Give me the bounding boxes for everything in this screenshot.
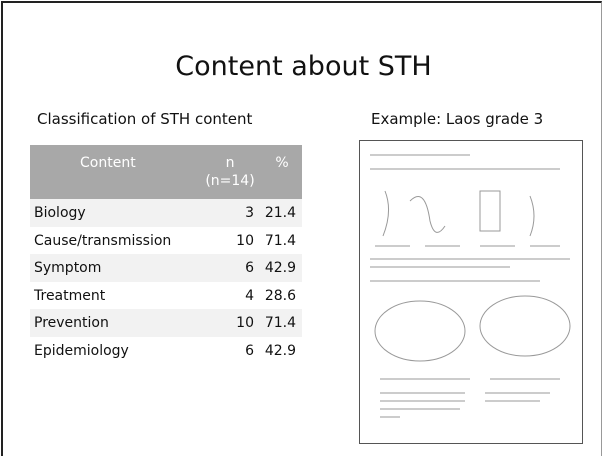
table-cell: 6 <box>245 260 254 276</box>
table-row: Prevention 10 71.4 <box>30 309 302 337</box>
table-cell: 42.9 <box>264 342 296 359</box>
header-cell: n <box>225 155 235 171</box>
table-row: Cause/transmission 10 71.4 <box>30 227 302 255</box>
table-row: Biology 3 21.4 <box>30 199 302 227</box>
table-cell: 3 <box>245 205 254 221</box>
slide-title: Content about STH <box>175 51 432 82</box>
textbook-image <box>359 140 583 444</box>
table-cell: 21.4 <box>264 205 296 221</box>
table-cell: 4 <box>245 287 254 304</box>
table-cell: Cause/transmission <box>34 232 172 249</box>
table-cell: 10 <box>236 315 254 331</box>
table-row: Treatment 4 28.6 <box>30 282 302 310</box>
table-cell: 71.4 <box>264 315 296 331</box>
table-cell: Symptom <box>34 260 102 276</box>
table-cell: 42.9 <box>264 260 296 276</box>
table-cell: 6 <box>245 342 254 359</box>
table: Content n (n=14) % Biology 3 21.4 Cause/tra… <box>30 145 302 364</box>
header-note: (n=14) <box>205 173 255 189</box>
table-cell: 71.4 <box>264 232 296 249</box>
table-row: Epidemiology 6 42.9 <box>30 337 302 365</box>
table-cell: Biology <box>34 205 86 221</box>
table-cell: Prevention <box>34 315 109 331</box>
right-heading: Example: Laos grade 3 <box>371 110 544 128</box>
table-cell: 28.6 <box>264 287 296 304</box>
header-cell: Content <box>80 155 136 171</box>
table-body: Biology 3 21.4 Cause/transmission 10 71.4 Symp… <box>30 199 302 364</box>
table-header: Content n (n=14) % <box>30 145 302 199</box>
table-row: Symptom 6 42.9 <box>30 254 302 282</box>
table-cell: 10 <box>236 232 254 249</box>
header-cell: % <box>275 155 289 171</box>
table-cell: Treatment <box>34 287 106 304</box>
table-cell: Epidemiology <box>34 342 129 359</box>
left-heading: Classification of STH content <box>37 110 253 128</box>
